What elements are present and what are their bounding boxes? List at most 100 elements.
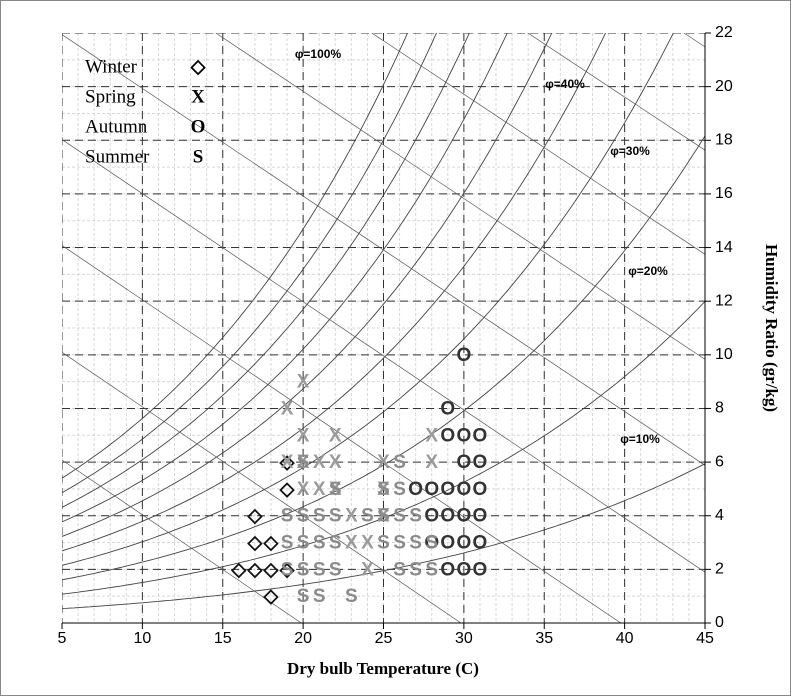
data-point: S: [329, 533, 342, 554]
data-point: S: [425, 559, 438, 580]
data-point: ◇: [279, 559, 296, 580]
data-point: O: [456, 506, 471, 527]
data-point: ◇: [247, 533, 264, 554]
data-point: X: [297, 425, 310, 446]
data-point: S: [297, 533, 310, 554]
data-point: S: [281, 506, 294, 527]
y-tick-label: 2: [715, 561, 724, 578]
data-point: X: [377, 479, 390, 500]
data-point: S: [377, 479, 390, 500]
data-point: X: [329, 479, 342, 500]
data-point: O: [408, 479, 423, 500]
data-point: O: [456, 559, 471, 580]
x-axis-label: Dry bulb Temperature (C): [287, 659, 479, 678]
grid: [62, 33, 705, 623]
x-tick-label: 45: [696, 630, 714, 647]
data-point: O: [456, 452, 471, 473]
data-point: ◇: [231, 559, 248, 580]
data-point: O: [473, 506, 488, 527]
data-point: O: [473, 452, 488, 473]
x-tick-label: 20: [294, 630, 312, 647]
data-point: X: [361, 559, 374, 580]
data-point: ◇: [247, 559, 264, 580]
legend-marker: S: [193, 146, 204, 167]
data-point: O: [440, 533, 455, 554]
data-point: S: [297, 586, 310, 607]
data-point: S: [393, 452, 406, 473]
data-point: O: [424, 479, 439, 500]
data-point: O: [456, 533, 471, 554]
data-point: ◇: [247, 506, 264, 527]
annotation: φ=20%: [628, 264, 668, 278]
rh-curve: [62, 33, 437, 494]
enthalpy-line: [215, 33, 705, 360]
data-point: S: [297, 559, 310, 580]
x-tick-label: 30: [455, 630, 473, 647]
y-axis-label: Humidity Ratio (gr/kg): [762, 244, 781, 412]
data-point: X: [281, 398, 294, 419]
data-point: S: [313, 533, 326, 554]
y-tick-label: 16: [715, 185, 733, 202]
data-point: S: [377, 533, 390, 554]
data-point: O: [456, 345, 471, 366]
rh-curve: [62, 135, 705, 581]
data-point: O: [456, 425, 471, 446]
data-point: O: [440, 398, 455, 419]
enthalpy-line: [62, 245, 621, 623]
data-point: S: [297, 452, 310, 473]
data-point: S: [361, 506, 374, 527]
legend-label: Spring: [85, 86, 136, 107]
data-point: X: [313, 452, 326, 473]
data-point: S: [393, 533, 406, 554]
x-tick-label: 15: [214, 630, 232, 647]
data-point: S: [409, 506, 422, 527]
data-point: S: [393, 479, 406, 500]
rh-curve: [62, 301, 705, 595]
data-point: S: [425, 533, 438, 554]
data-point: ◇: [263, 586, 280, 607]
data-point: O: [473, 479, 488, 500]
y-tick-label: 14: [715, 239, 733, 256]
data-point: X: [345, 533, 358, 554]
legend-label: Autumn: [85, 116, 148, 137]
rh-curve: [62, 33, 607, 552]
data-point: S: [409, 533, 422, 554]
y-tick-label: 12: [715, 292, 733, 309]
enthalpy-line: [62, 459, 302, 623]
x-tick-label: 25: [375, 630, 393, 647]
data-point: O: [473, 425, 488, 446]
data-point: X: [361, 533, 374, 554]
data-point: O: [424, 506, 439, 527]
data-point: O: [424, 533, 439, 554]
data-point: X: [425, 425, 438, 446]
data-point: X: [329, 452, 342, 473]
data-point: S: [393, 506, 406, 527]
annotation: φ=40%: [545, 77, 585, 91]
annotation: φ=10%: [620, 432, 660, 446]
data-point: O: [440, 479, 455, 500]
data-point: X: [425, 452, 438, 473]
data-point: ◇: [263, 533, 280, 554]
data-point: O: [440, 506, 455, 527]
y-tick-label: 22: [715, 24, 733, 41]
data-point: ◇: [279, 452, 296, 473]
y-tick-label: 10: [715, 346, 733, 363]
data-point: S: [313, 559, 326, 580]
enthalpy-line: [62, 139, 705, 573]
x-tick-label: 10: [133, 630, 151, 647]
data-point: S: [345, 586, 358, 607]
data-point: O: [473, 533, 488, 554]
enthalpy-line: [371, 33, 705, 255]
data-point: X: [313, 479, 326, 500]
y-tick-label: 20: [715, 78, 733, 95]
data-point: X: [377, 452, 390, 473]
enthalpy-line: [62, 351, 462, 623]
data-point: X: [297, 479, 310, 500]
rh-curves: [62, 33, 705, 623]
y-tick-label: 4: [715, 507, 724, 524]
enthalpy-line: [527, 33, 705, 151]
rh-curve: [62, 33, 409, 479]
enthalpy-line: [62, 34, 705, 466]
